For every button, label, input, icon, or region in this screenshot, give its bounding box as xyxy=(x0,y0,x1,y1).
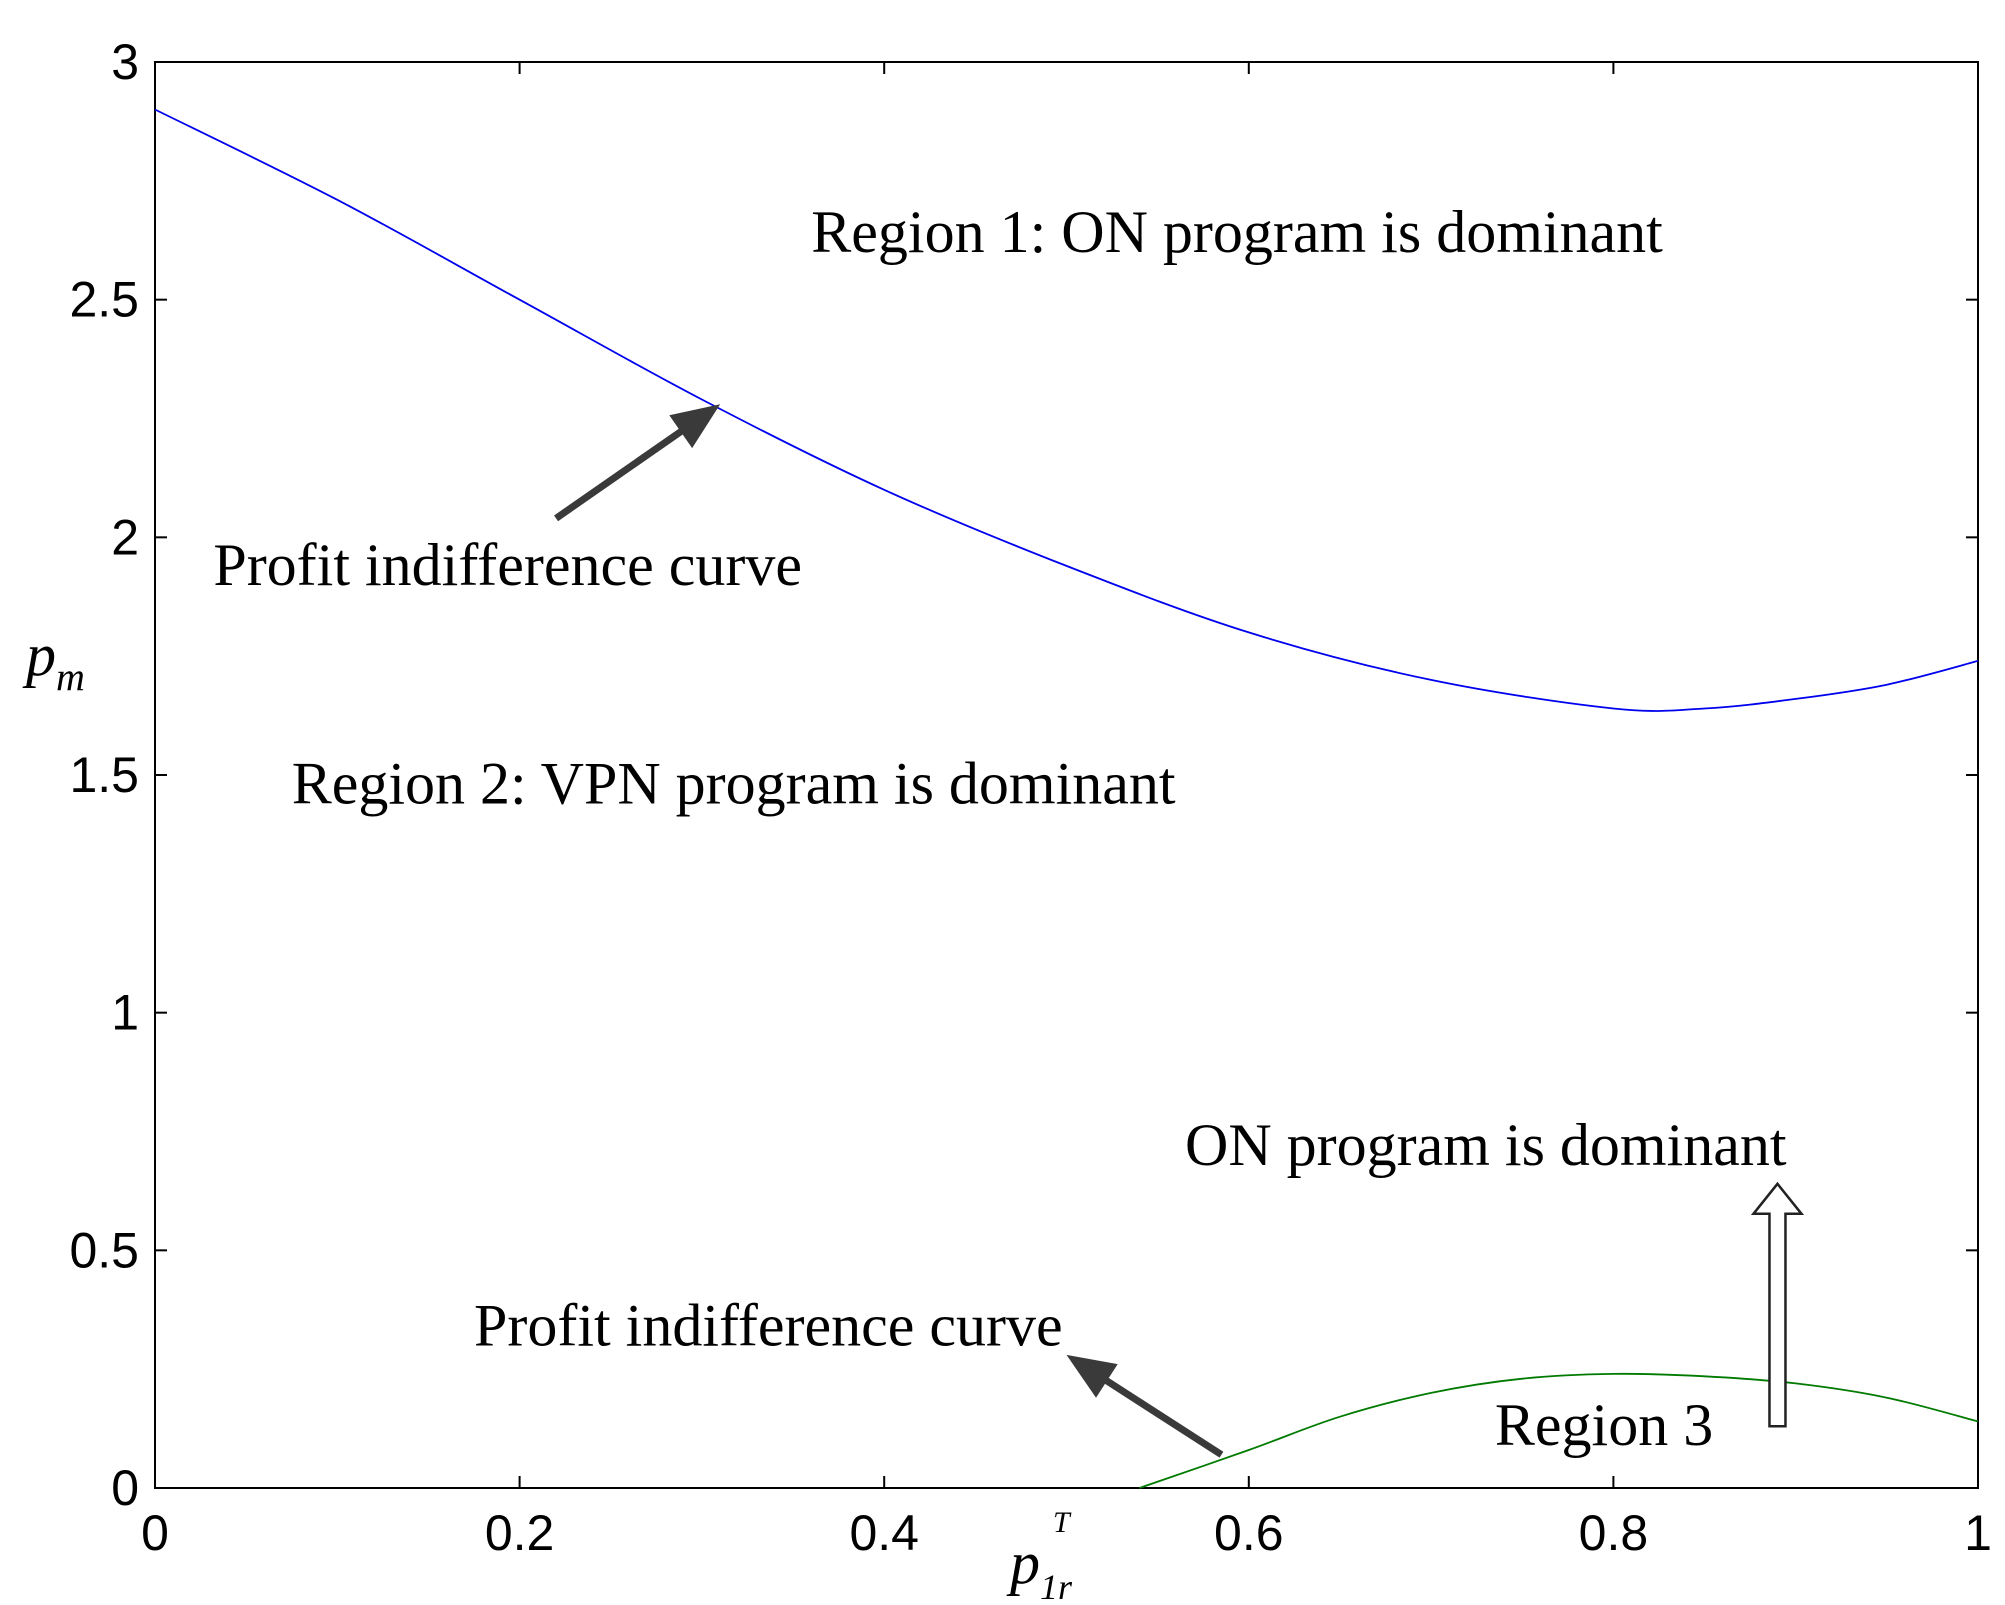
x-axis-label-superscript: T xyxy=(1053,1506,1072,1539)
x-axis-label: p1r xyxy=(1006,1530,1073,1605)
y-tick-label: 0 xyxy=(111,1460,139,1516)
arrow-lower-shaft xyxy=(1101,1375,1224,1458)
x-tick-label: 1 xyxy=(1964,1505,1992,1561)
y-tick-label: 1 xyxy=(111,985,139,1041)
y-axis-label: pm xyxy=(22,622,85,699)
annotation-curve-lower: Profit indifference curve xyxy=(474,1292,1063,1358)
arrow-upper-shaft xyxy=(554,426,687,522)
arrow-lower-head xyxy=(1066,1354,1118,1398)
y-tick-label: 2 xyxy=(111,509,139,565)
y-axis-label-subscript: m xyxy=(56,654,85,699)
arrow-region3-hollow xyxy=(1750,1181,1805,1428)
x-axis-label-subscript: 1r xyxy=(1040,1567,1073,1605)
series-layer xyxy=(154,108,1979,1489)
annotation-region3: Region 3 xyxy=(1495,1392,1713,1458)
series-line-0 xyxy=(154,108,1979,712)
x-tick-label: 0.6 xyxy=(1214,1505,1284,1561)
annotation-region2: Region 2: VPN program is dominant xyxy=(292,751,1176,817)
x-tick-label: 0.4 xyxy=(849,1505,919,1561)
annotation-curve-upper: Profit indifference curve xyxy=(213,532,802,598)
annotations-layer: Region 1: ON program is dominant Region 2… xyxy=(213,199,1787,1458)
y-tick-label: 2.5 xyxy=(69,272,139,328)
annotation-on-dominant: ON program is dominant xyxy=(1185,1112,1787,1178)
x-tick-label: 0.8 xyxy=(1579,1505,1649,1561)
y-tick-label: 3 xyxy=(111,34,139,90)
series-line-1 xyxy=(1139,1372,1979,1489)
annotation-region1: Region 1: ON program is dominant xyxy=(811,199,1663,265)
arrow-upper-head xyxy=(669,404,721,449)
x-tick-label: 0 xyxy=(141,1505,169,1561)
y-axis-label-base: p xyxy=(22,622,56,688)
x-tick-label: 0.2 xyxy=(485,1505,555,1561)
y-tick-label: 0.5 xyxy=(69,1222,139,1278)
arrows-layer xyxy=(554,404,1805,1458)
axis-ticks: 0 0.2 0.4 0.6 0.8 1 0 0.5 1 1.5 2 2.5 3 xyxy=(69,34,1991,1561)
y-tick-label: 1.5 xyxy=(69,747,139,803)
x-axis-label-base: p xyxy=(1006,1530,1040,1596)
